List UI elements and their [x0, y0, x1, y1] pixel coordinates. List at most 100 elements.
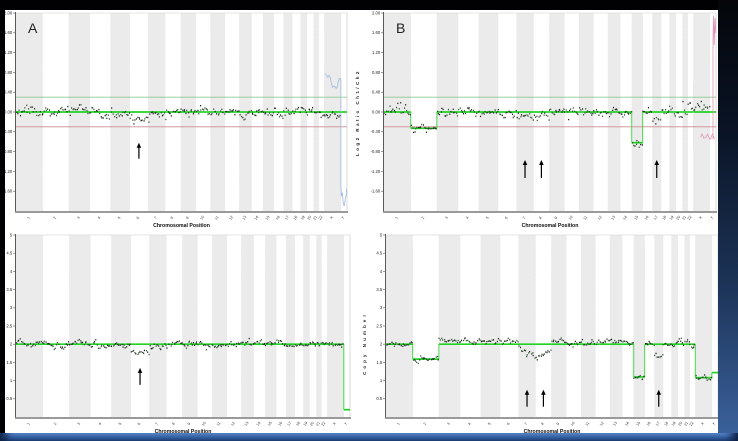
panel-B: 2.00 1.60 1.20 0.80 0.40 0.00 -0.40 -0.80 -1.20 -… — [371, 10, 717, 229]
svg-text:21: 21 — [681, 215, 687, 221]
svg-text:-1.60: -1.60 — [371, 189, 381, 194]
svg-text:10: 10 — [570, 421, 576, 427]
svg-text:4: 4 — [10, 269, 13, 274]
slide-right-border — [718, 0, 738, 441]
svg-text:8: 8 — [170, 216, 174, 220]
svg-text:22: 22 — [318, 215, 324, 221]
svg-text:21: 21 — [683, 421, 689, 427]
annotation-arrows — [522, 160, 660, 179]
scatter-points — [16, 104, 341, 125]
svg-text:8: 8 — [538, 216, 542, 220]
svg-text:5: 5 — [485, 216, 489, 220]
svg-text:13: 13 — [610, 215, 616, 221]
svg-text:10: 10 — [201, 421, 207, 427]
annotation-arrows — [137, 367, 143, 385]
svg-text:7: 7 — [522, 216, 526, 220]
svg-text:15: 15 — [634, 215, 640, 221]
svg-text:1.60: 1.60 — [372, 30, 381, 35]
svg-text:6: 6 — [136, 216, 140, 220]
slide-left-border — [0, 0, 5, 441]
svg-text:5: 5 — [10, 232, 13, 237]
svg-text:16: 16 — [275, 215, 281, 221]
svg-text:4.5: 4.5 — [376, 251, 382, 256]
svg-text:12: 12 — [228, 215, 234, 221]
svg-text:20: 20 — [678, 421, 684, 427]
svg-text:0.00: 0.00 — [372, 109, 381, 114]
svg-text:1.5: 1.5 — [6, 360, 12, 365]
y-axis: 2.00 1.60 1.20 0.80 0.40 0.00 -0.40 -0.80 -1.20 -… — [371, 10, 384, 212]
svg-text:11: 11 — [583, 215, 589, 221]
svg-text:13: 13 — [612, 421, 618, 427]
svg-text:16: 16 — [277, 421, 283, 427]
svg-text:11: 11 — [214, 215, 220, 221]
panel-C: 54.543.532.521.510.51 2 3 4 5 6 7 8 9 10 11 12 13 14 1… — [6, 232, 351, 435]
annotation-arrows — [524, 389, 662, 407]
svg-text:1: 1 — [396, 422, 400, 426]
svg-text:9: 9 — [556, 422, 560, 426]
svg-text:17: 17 — [655, 421, 661, 427]
svg-text:8: 8 — [171, 422, 175, 426]
svg-text:0.40: 0.40 — [372, 90, 381, 95]
svg-text:18: 18 — [295, 421, 301, 427]
svg-text:5: 5 — [117, 216, 121, 220]
svg-text:19: 19 — [300, 215, 306, 221]
svg-text:X: X — [329, 215, 334, 220]
svg-text:11: 11 — [585, 421, 591, 427]
panel-letter-A: A — [28, 20, 38, 36]
svg-text:18: 18 — [293, 215, 299, 221]
xy-trace-blue — [324, 69, 347, 209]
svg-text:22: 22 — [687, 215, 693, 221]
y-axis: 5 4.5 4 3.5 3 2.5 2 1.5 1 0.5 — [376, 232, 386, 418]
svg-text:20: 20 — [309, 421, 315, 427]
svg-text:4: 4 — [380, 269, 383, 274]
scatter-points — [16, 337, 344, 356]
svg-text:2: 2 — [53, 216, 57, 220]
x-axis-title: Chromosomal Position — [155, 429, 212, 435]
svg-text:X: X — [700, 421, 705, 426]
copy-number-axis-label: Copy Number — [362, 311, 367, 375]
x-axis: 1 2 3 4 5 6 7 8 9 10 11 12 13 14 15 16 17 18 19 20 21 22 X YChr… — [15, 417, 351, 435]
svg-text:12: 12 — [599, 421, 605, 427]
svg-text:15: 15 — [265, 215, 271, 221]
y-axis: 2.00 1.60 1.20 0.80 0.40 0.00 -0.40 -0.80 -1.20 -… — [3, 10, 16, 212]
svg-text:19: 19 — [671, 421, 677, 427]
x-axis-title: Chromosomal Position — [522, 223, 579, 229]
svg-text:-0.40: -0.40 — [3, 129, 13, 134]
panel-A: 2.00 1.60 1.20 0.80 0.40 0.00 -0.40 -0.80 -1.20 -… — [3, 10, 348, 229]
svg-text:18: 18 — [664, 421, 670, 427]
svg-text:21: 21 — [313, 215, 319, 221]
svg-text:17: 17 — [287, 421, 293, 427]
svg-text:3: 3 — [444, 216, 448, 220]
svg-text:12: 12 — [230, 421, 236, 427]
x-axis: 1 2 3 4 5 6 7 8 9 10 11 12 13 14 15 16 17 18 19 20 21 22 X YChr… — [15, 211, 348, 229]
svg-text:15: 15 — [636, 421, 642, 427]
svg-text:2: 2 — [423, 422, 427, 426]
svg-text:Y: Y — [710, 215, 715, 220]
svg-text:10: 10 — [199, 215, 205, 221]
svg-text:Y: Y — [712, 421, 717, 426]
svg-text:17: 17 — [284, 215, 290, 221]
svg-text:8: 8 — [540, 422, 544, 426]
svg-text:Y: Y — [344, 421, 349, 426]
svg-text:-0.80: -0.80 — [3, 149, 13, 154]
svg-text:12: 12 — [597, 215, 603, 221]
svg-text:1.20: 1.20 — [372, 50, 381, 55]
x-axis-title: Chromosomal Position — [524, 429, 581, 435]
svg-text:10: 10 — [568, 215, 574, 221]
svg-text:4: 4 — [98, 422, 102, 426]
svg-text:9: 9 — [187, 422, 191, 426]
svg-text:3: 3 — [10, 305, 13, 310]
svg-text:4.5: 4.5 — [6, 251, 12, 256]
svg-text:3.5: 3.5 — [6, 287, 12, 292]
svg-text:4: 4 — [97, 216, 101, 220]
svg-text:16: 16 — [644, 215, 650, 221]
svg-text:7: 7 — [154, 216, 158, 220]
svg-text:7: 7 — [524, 422, 528, 426]
svg-text:0.40: 0.40 — [4, 90, 13, 95]
svg-text:21: 21 — [315, 421, 321, 427]
panel-D: 54.543.532.521.510.51 2 3 4 5 6 7 8 9 10 11 12 13 14 1… — [376, 232, 719, 435]
svg-text:14: 14 — [622, 215, 628, 221]
svg-text:5: 5 — [380, 232, 383, 237]
svg-text:-0.40: -0.40 — [371, 129, 381, 134]
